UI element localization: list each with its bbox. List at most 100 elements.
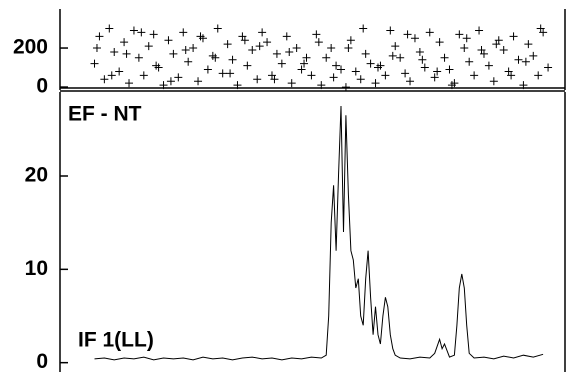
plus-marker [341,83,350,92]
plus-marker [181,45,190,54]
y-tick-label: 0 [36,350,48,372]
plus-marker [433,67,442,76]
plus-marker [307,71,316,80]
plus-marker [455,30,464,39]
plus-marker [270,75,279,84]
plus-marker [92,44,101,53]
plus-marker [381,71,390,80]
plus-marker [317,81,326,90]
plus-marker [465,57,474,66]
plus-marker [460,44,469,53]
plus-marker [524,40,533,49]
plus-marker [521,57,530,66]
plus-marker [149,30,158,39]
plus-marker [492,40,501,49]
plus-marker [514,55,523,64]
plus-marker [134,53,143,62]
plus-marker [258,28,267,37]
plus-marker [406,77,415,86]
panel-annotation: IF 1(LL) [78,329,154,352]
plus-marker [507,71,516,80]
plus-marker [122,49,131,58]
plus-marker [519,81,528,90]
plus-marker [462,34,471,43]
plus-marker [430,73,439,82]
plus-marker [240,36,249,45]
plus-marker [396,53,405,62]
plus-marker [255,42,264,51]
plus-marker [356,75,365,84]
plus-marker [152,61,161,70]
plus-marker [475,26,484,35]
plus-marker [470,71,479,80]
plus-marker [164,36,173,45]
plus-marker [110,47,119,56]
plus-marker [107,71,116,80]
plus-marker [263,38,272,47]
plus-marker [100,75,109,84]
plus-marker [329,73,338,82]
plus-marker [174,73,183,82]
plus-marker [90,59,99,68]
plus-marker [159,81,168,90]
y-tick-label: 200 [13,36,48,59]
plus-marker [435,38,444,47]
plus-marker [253,75,262,84]
plus-marker [218,69,227,78]
plus-marker [166,77,175,86]
plus-marker [499,45,508,54]
plus-marker [169,49,178,58]
plus-marker [312,30,321,39]
plus-marker [95,32,104,41]
plus-marker [371,79,380,88]
plus-marker [388,51,397,60]
plus-marker [489,77,498,86]
plus-marker [401,69,410,78]
plus-marker [184,57,193,66]
plus-marker [243,61,252,70]
plus-marker [536,24,545,33]
plus-marker [189,44,198,53]
plus-marker [509,32,518,41]
plus-marker [144,42,153,51]
plus-marker [248,45,257,54]
plus-marker [332,61,341,70]
plus-marker [129,26,138,35]
data-line [94,105,544,361]
plus-marker [292,44,301,53]
plus-marker [179,28,188,37]
plus-marker [105,24,114,33]
plus-marker [418,55,427,64]
plus-marker [120,38,129,47]
plus-marker [484,61,493,70]
plus-marker [302,53,311,62]
plus-marker [529,51,538,60]
plus-marker [137,28,146,37]
plus-marker [477,45,486,54]
plus-marker [447,81,456,90]
plus-marker [223,40,232,49]
plus-marker [327,44,336,53]
panel-annotation: EF - NT [68,103,142,126]
plus-marker [420,63,429,72]
plus-marker [351,67,360,76]
plus-marker [403,30,412,39]
plus-marker [228,55,237,64]
plus-marker [322,53,331,62]
plus-marker [115,67,124,76]
plus-marker [287,79,296,88]
plus-marker [440,53,449,62]
plus-marker [285,47,294,56]
plus-marker [359,24,368,33]
plus-marker [425,28,434,37]
plus-marker [534,71,543,80]
plus-marker [544,63,553,72]
plus-marker [211,53,220,62]
plus-marker [194,77,203,86]
plus-marker [445,65,454,74]
plus-marker [391,42,400,51]
plus-marker [337,65,346,74]
plus-marker [203,65,212,74]
